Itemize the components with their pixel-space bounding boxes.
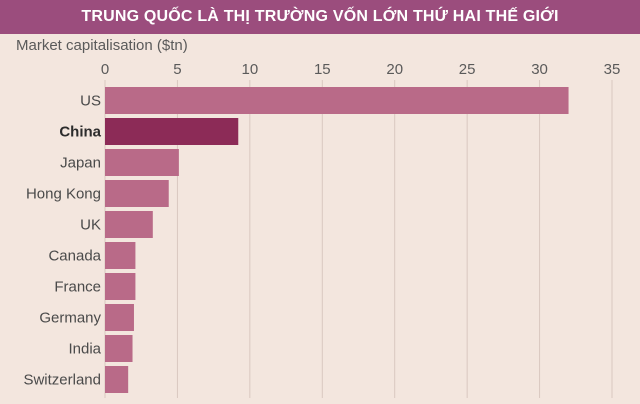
x-tick-label: 30 [531,61,548,78]
x-tick-label: 35 [604,61,621,78]
bar-france [105,273,136,300]
category-label: US [80,93,101,110]
category-label: China [59,124,101,141]
x-tick-label: 15 [314,61,331,78]
bar-uk [105,211,153,238]
bar-chart: Market capitalisation ($tn) 0 5 10 15 20 25 30… [16,37,621,398]
category-label: France [54,279,101,296]
category-label: Switzerland [23,372,101,389]
category-label: Germany [39,310,101,327]
chart-title: TRUNG QUỐC LÀ THỊ TRƯỜNG VỐN LỚN THỨ HAI… [81,8,559,25]
x-axis-title: Market capitalisation ($tn) [16,37,188,54]
x-tick-label: 5 [173,61,181,78]
category-labels: US China Japan Hong Kong UK Canada France Germa… [23,93,101,389]
bar-germany [105,304,134,331]
x-tick-labels: 0 5 10 15 20 25 30 35 [101,61,621,78]
bar-canada [105,242,136,269]
category-label: Japan [60,155,101,172]
x-tick-label: 25 [459,61,476,78]
bar-switzerland [105,366,129,393]
category-label: UK [80,217,101,234]
bar-india [105,335,133,362]
bar-china [105,118,239,145]
bar-japan [105,149,179,176]
bar-hong-kong [105,180,169,207]
category-label: Canada [48,248,101,265]
category-label: India [68,341,101,358]
x-tick-label: 10 [242,61,259,78]
bar-us [105,87,569,114]
x-tick-label: 20 [386,61,403,78]
bars [105,87,569,393]
category-label: Hong Kong [26,186,101,203]
title-banner: TRUNG QUỐC LÀ THỊ TRƯỜNG VỐN LỚN THỨ HAI… [0,0,640,34]
x-tick-label: 0 [101,61,109,78]
